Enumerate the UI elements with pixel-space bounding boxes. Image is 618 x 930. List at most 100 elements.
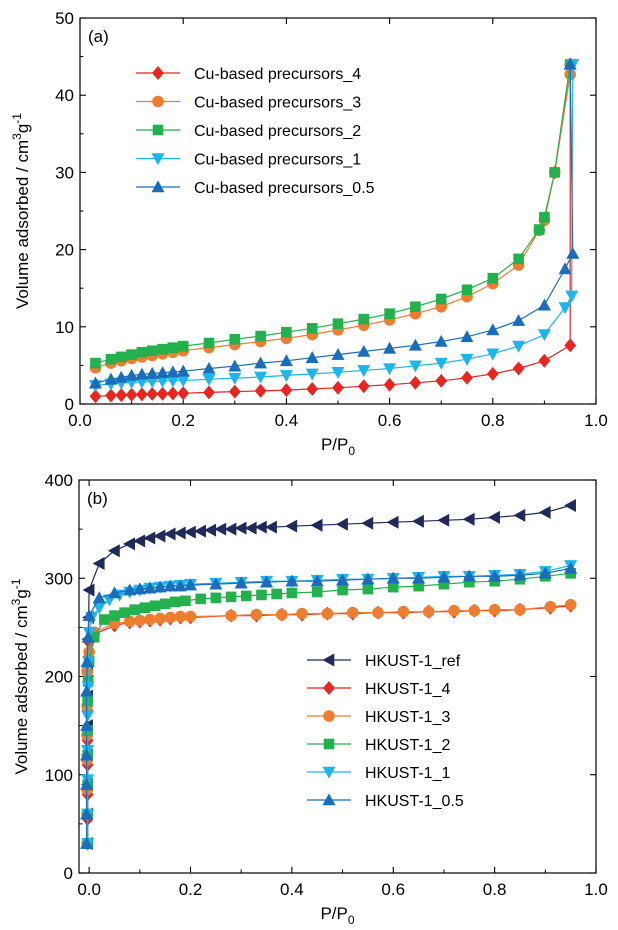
- panel-a-x-tick-label: 0.0: [68, 411, 92, 430]
- panel-b-data-point: [149, 600, 161, 612]
- panel-b-data-point: [254, 520, 267, 534]
- panel-a-legend-label: Cu-based precursors_2: [194, 123, 361, 140]
- panel-a-data-point: [125, 368, 139, 381]
- panel-b-x-tick-label: 0.4: [280, 880, 304, 899]
- panel-a-data-point: [156, 386, 169, 401]
- panel-b-legend-marker: [322, 766, 336, 779]
- panel-a-data-point: [203, 385, 215, 400]
- panel-a-data-point: [512, 340, 526, 353]
- panel-b-data-point: [92, 591, 106, 604]
- panel-a-data-point: [281, 326, 292, 338]
- panel-b-data-point: [80, 655, 94, 668]
- panel-a-data-point: [558, 302, 572, 315]
- panel-b-data-point: [80, 748, 94, 761]
- panel-a-data-point: [136, 346, 148, 358]
- panel-b-data-point: [174, 610, 187, 623]
- panel-b-data-point: [386, 515, 399, 529]
- panel-a-data-point: [564, 338, 577, 353]
- panel-b-x-tick-label: 1.0: [584, 880, 608, 899]
- panel-b-data-point: [82, 583, 95, 597]
- panel-a-y-tick-label: 10: [55, 318, 74, 337]
- panel-a-series-line: [95, 64, 574, 387]
- panel-a-data-point: [486, 348, 500, 361]
- panel-b-chart: 0.0 0.2 0.4 0.6 0.8 1.0 0 100 200 300 400 P/P0 Volum…: [9, 471, 608, 927]
- panel-b-data-point: [224, 522, 237, 536]
- panel-b-legend-label: HKUST-1_1: [365, 765, 450, 782]
- panel-b-data-point: [133, 582, 147, 595]
- panel-a-data-point: [565, 290, 579, 303]
- panel-b-data-point: [210, 592, 222, 604]
- panel-a-x-axis-label: P/P0: [321, 435, 355, 458]
- panel-b-data-point: [80, 718, 94, 731]
- panel-b-data-point: [80, 836, 94, 849]
- panel-b-series-hkust-1-3: [81, 598, 577, 850]
- panel-b-data-point: [286, 587, 298, 599]
- panel-a-series-cu-based-precursors-0-5: [88, 57, 580, 389]
- panel-b-data-point: [80, 684, 94, 697]
- panel-a-legend-label: Cu-based precursors_4: [194, 66, 361, 83]
- panel-a-data-point: [104, 372, 118, 385]
- panel-b-data-point: [143, 531, 156, 545]
- panel-b-legend-marker: [322, 793, 336, 806]
- panel-a-data-point: [357, 344, 371, 357]
- panel-b-data-point: [260, 575, 274, 588]
- panel-b-x-tick-label: 0.8: [483, 880, 507, 899]
- panel-b-data-point: [180, 595, 191, 607]
- panel-a-data-point: [135, 367, 149, 380]
- panel-b-legend-label: HKUST-1_ref: [365, 653, 461, 670]
- panel-b-legend-label: HKUST-1_0.5: [365, 793, 464, 810]
- panel-a-data-point: [115, 388, 128, 403]
- panel-b-data-point: [488, 569, 502, 582]
- panel-a-y-tick-label: 30: [55, 163, 74, 182]
- panel-a-data-point: [486, 366, 499, 381]
- panel-b-data-point: [564, 598, 577, 611]
- panel-a-y-tick-label: 0: [65, 395, 74, 414]
- panel-a-data-point: [487, 272, 499, 284]
- panel-b-data-point: [271, 588, 282, 600]
- panel-b-data-point: [225, 609, 237, 622]
- panel-b-series-hkust-1-0-5: [80, 561, 578, 849]
- panel-a-data-point: [533, 224, 545, 235]
- panel-a-data-point: [566, 246, 580, 259]
- panel-b-data-point: [92, 557, 105, 571]
- panel-a-y-tick-label: 50: [55, 9, 74, 28]
- panel-a-data-point: [202, 373, 216, 386]
- panel-a-data-point: [146, 386, 159, 401]
- panel-a-data-point: [332, 318, 344, 330]
- panel-b-data-point: [397, 605, 410, 618]
- panel-b-data-point: [488, 603, 501, 616]
- panel-b-data-point: [209, 577, 223, 590]
- panel-b-legend-marker: [323, 681, 335, 695]
- panel-a-data-point: [177, 340, 189, 352]
- panel-b-data-point: [244, 521, 257, 535]
- panel-b-data-point: [153, 580, 167, 593]
- panel-a-data-point: [461, 284, 473, 296]
- panel-b-series-line: [87, 605, 571, 844]
- panel-b-data-point: [411, 514, 424, 528]
- panel-a-data-point: [125, 387, 138, 402]
- panel-b-data-point: [163, 579, 177, 592]
- panel-b-data-point: [488, 510, 500, 524]
- panel-b-data-point: [80, 777, 94, 790]
- panel-b-data-point: [81, 681, 95, 693]
- panel-b-data-point: [275, 608, 288, 621]
- panel-b-data-point: [144, 613, 156, 626]
- panel-a-x-tick-label: 0.8: [481, 411, 505, 430]
- panel-b-y-tick-label: 100: [45, 766, 73, 785]
- panel-a-data-point: [384, 308, 395, 319]
- panel-a-data-point: [538, 353, 551, 368]
- panel-a-data-point: [229, 333, 241, 345]
- panel-b-data-point: [513, 568, 527, 581]
- panel-a-data-point: [203, 337, 215, 349]
- panel-b-data-point: [170, 596, 181, 608]
- panel-a-data-point: [537, 298, 551, 311]
- panel-b-data-point: [107, 544, 120, 558]
- panel-b-data-point: [412, 571, 426, 584]
- panel-a-data-point: [435, 373, 448, 388]
- panel-b-data-point: [448, 604, 460, 617]
- panel-b-data-point: [361, 572, 375, 585]
- panel-b-data-point: [337, 584, 348, 596]
- panel-b-data-point: [107, 586, 121, 599]
- panel-b-data-point: [462, 512, 475, 526]
- panel-b-series-hkust-1-4: [81, 598, 577, 851]
